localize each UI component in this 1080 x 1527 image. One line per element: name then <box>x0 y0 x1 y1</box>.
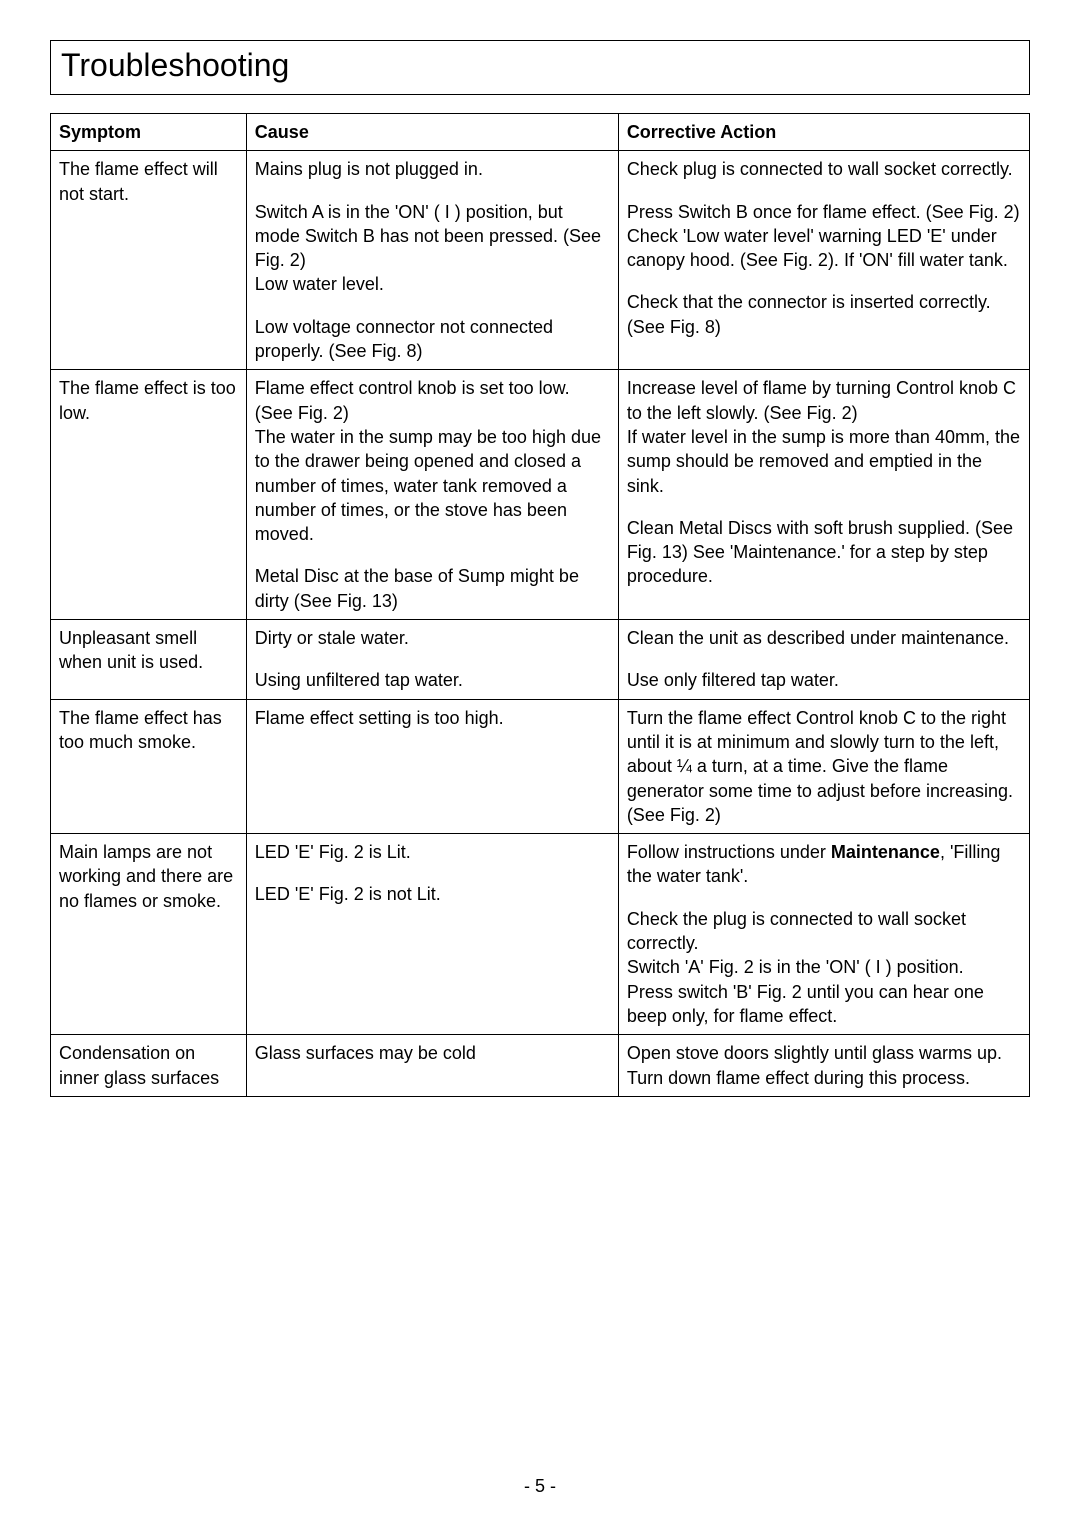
symptom-cell: Condensation on inner glass surfaces <box>51 1035 247 1097</box>
cause-item: LED 'E' Fig. 2 is not Lit. <box>255 882 610 906</box>
cause-cell: Flame effect setting is too high. <box>246 699 618 833</box>
action-cell: Check plug is connected to wall socket c… <box>618 151 1029 370</box>
cause-item: Flame effect control knob is set too low… <box>255 376 610 546</box>
action-item: Clean the unit as described under mainte… <box>627 626 1021 650</box>
action-item: Turn the flame effect Control knob C to … <box>627 706 1021 827</box>
action-item: Open stove doors slightly until glass wa… <box>627 1041 1021 1090</box>
troubleshooting-table: Symptom Cause Corrective Action The flam… <box>50 113 1030 1097</box>
action-item: Check that the connector is inserted cor… <box>627 290 1021 339</box>
action-item: Check the plug is connected to wall sock… <box>627 907 1021 1028</box>
table-row: The flame effect is too low. Flame effec… <box>51 370 1030 620</box>
cause-cell: Mains plug is not plugged in. Switch A i… <box>246 151 618 370</box>
action-cell: Follow instructions under Maintenance, '… <box>618 834 1029 1035</box>
cause-item: Using unfiltered tap water. <box>255 668 610 692</box>
symptom-cell: Main lamps are not working and there are… <box>51 834 247 1035</box>
cause-cell: Dirty or stale water. Using unfiltered t… <box>246 620 618 700</box>
table-row: Unpleasant smell when unit is used. Dirt… <box>51 620 1030 700</box>
action-item: Use only filtered tap water. <box>627 668 1021 692</box>
symptom-cell: The flame effect has too much smoke. <box>51 699 247 833</box>
action-item: Clean Metal Discs with soft brush suppli… <box>627 516 1021 589</box>
cause-item: Metal Disc at the base of Sump might be … <box>255 564 610 613</box>
table-row: The flame effect will not start. Mains p… <box>51 151 1030 370</box>
symptom-cell: The flame effect will not start. <box>51 151 247 370</box>
action-cell: Open stove doors slightly until glass wa… <box>618 1035 1029 1097</box>
cause-item: Flame effect setting is too high. <box>255 706 610 730</box>
cause-item: Dirty or stale water. <box>255 626 610 650</box>
action-cell: Increase level of flame by turning Contr… <box>618 370 1029 620</box>
action-item: Follow instructions under Maintenance, '… <box>627 840 1021 889</box>
action-cell: Clean the unit as described under mainte… <box>618 620 1029 700</box>
symptom-cell: Unpleasant smell when unit is used. <box>51 620 247 700</box>
cause-cell: Glass surfaces may be cold <box>246 1035 618 1097</box>
action-cell: Turn the flame effect Control knob C to … <box>618 699 1029 833</box>
table-row: The flame effect has too much smoke. Fla… <box>51 699 1030 833</box>
cause-item: Low voltage connector not connected prop… <box>255 315 610 364</box>
action-item: Press Switch B once for flame effect. (S… <box>627 200 1021 273</box>
table-row: Main lamps are not working and there are… <box>51 834 1030 1035</box>
cause-item: LED 'E' Fig. 2 is Lit. <box>255 840 610 864</box>
cause-item: Glass surfaces may be cold <box>255 1041 610 1065</box>
cause-cell: Flame effect control knob is set too low… <box>246 370 618 620</box>
page-title: Troubleshooting <box>61 47 1019 84</box>
title-box: Troubleshooting <box>50 40 1030 95</box>
symptom-cell: The flame effect is too low. <box>51 370 247 620</box>
cause-cell: LED 'E' Fig. 2 is Lit. LED 'E' Fig. 2 is… <box>246 834 618 1035</box>
cause-item: Mains plug is not plugged in. <box>255 157 610 181</box>
header-symptom: Symptom <box>51 114 247 151</box>
page-number: - 5 - <box>0 1476 1080 1497</box>
cause-item: Switch A is in the 'ON' ( I ) position, … <box>255 200 610 297</box>
action-item: Increase level of flame by turning Contr… <box>627 376 1021 497</box>
table-header-row: Symptom Cause Corrective Action <box>51 114 1030 151</box>
header-action: Corrective Action <box>618 114 1029 151</box>
header-cause: Cause <box>246 114 618 151</box>
table-row: Condensation on inner glass surfaces Gla… <box>51 1035 1030 1097</box>
action-item: Check plug is connected to wall socket c… <box>627 157 1021 181</box>
